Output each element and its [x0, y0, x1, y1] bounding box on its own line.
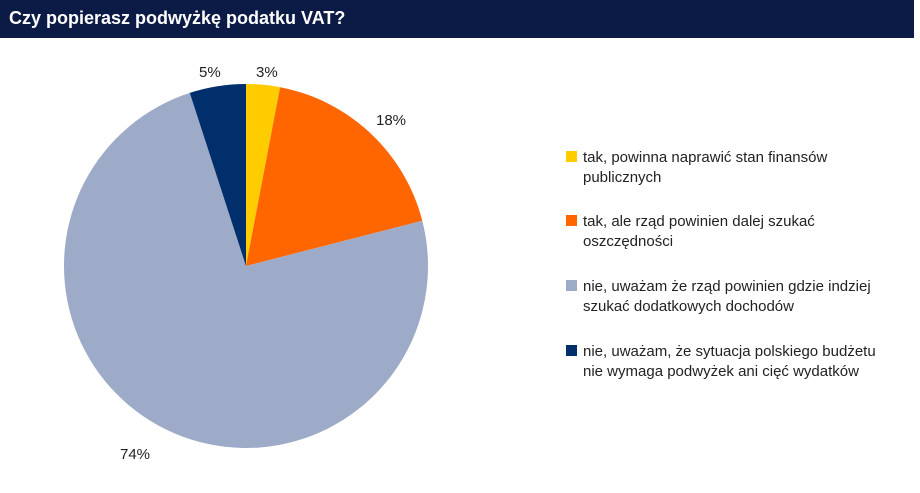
legend-label-3: nie, uważam, że sytuacja polskiego budże…	[583, 343, 876, 380]
pie-slice-3	[189, 84, 246, 266]
legend-swatch-3	[566, 345, 577, 356]
data-label-3: 5%	[199, 64, 221, 81]
legend-swatch-0	[566, 151, 577, 162]
data-label-0: 3%	[256, 64, 278, 81]
pie-slice-2	[63, 92, 428, 449]
chart-title: Czy popierasz podwyżkę podatku VAT?	[9, 8, 346, 28]
legend-label-0: tak, powinna naprawić stan finansów publ…	[583, 149, 828, 186]
pie-slice-1	[246, 87, 423, 266]
legend-label-1: tak, ale rząd powinien dalej szukać oszc…	[583, 213, 815, 250]
pie-slice-0	[246, 83, 281, 266]
data-label-2: 74%	[120, 446, 151, 463]
title-bar: Czy popierasz podwyżkę podatku VAT?	[0, 0, 914, 38]
legend-swatch-2	[566, 280, 577, 291]
data-label-1: 18%	[376, 112, 407, 129]
legend-label-2: nie, uważam że rząd powinien gdzie indzi…	[583, 278, 871, 315]
legend-swatch-1	[566, 215, 577, 226]
